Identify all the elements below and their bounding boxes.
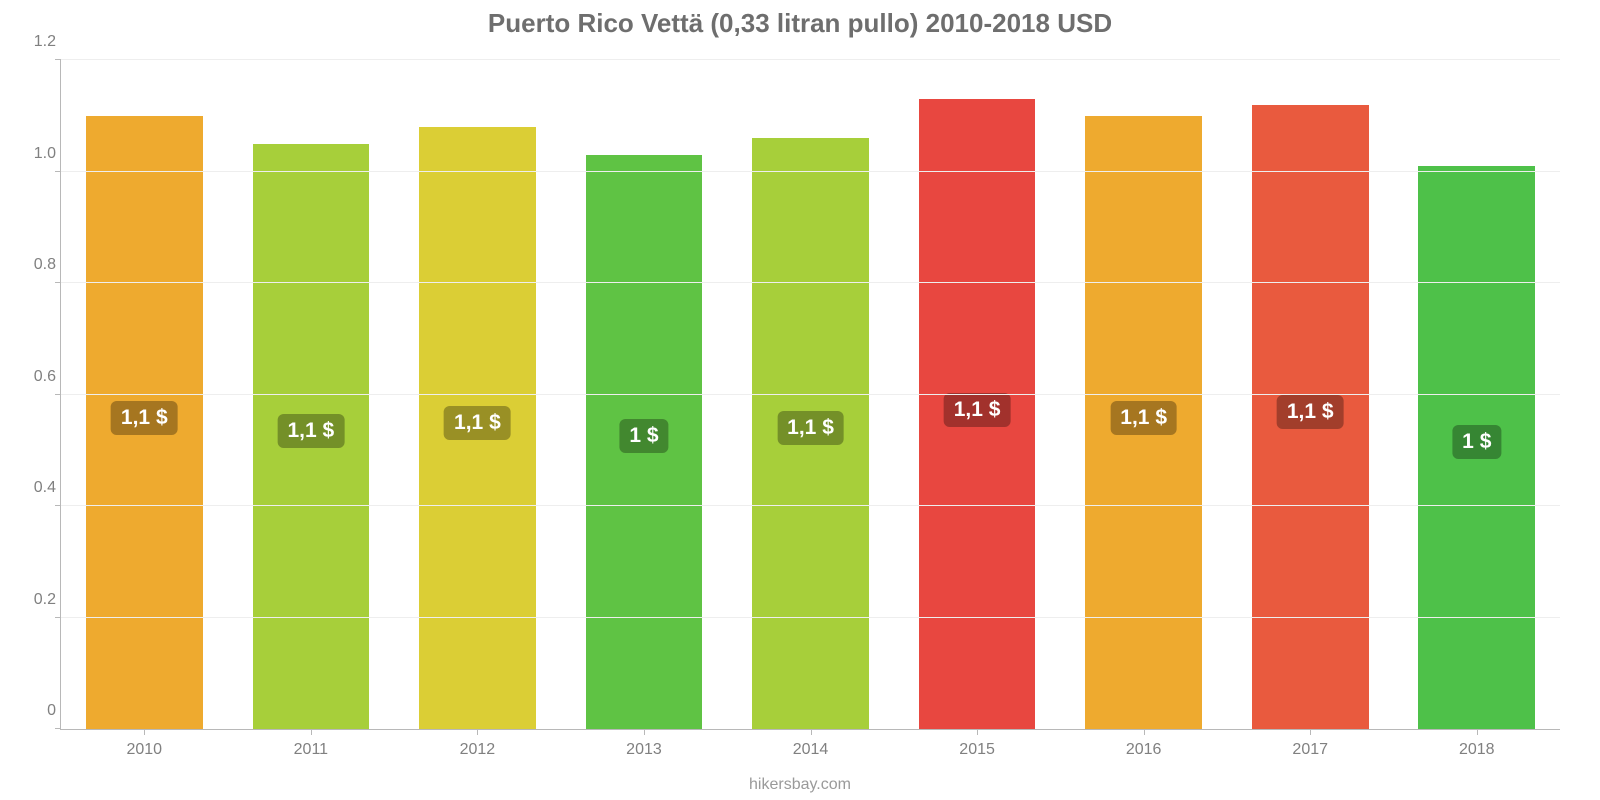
bar: 1,1 $ (419, 127, 536, 729)
bar-value-label: 1,1 $ (277, 414, 344, 448)
x-tick-label: 2011 (294, 741, 328, 759)
bar-value-label: 1,1 $ (111, 401, 178, 435)
bar-value-label: 1,1 $ (1277, 395, 1344, 429)
y-tick-label: 0.4 (16, 479, 56, 497)
y-tick-mark (55, 282, 61, 283)
y-tick-mark (55, 505, 61, 506)
bar-slot: 1,1 $2016 (1060, 60, 1227, 729)
bar-value-label: 1,1 $ (944, 393, 1011, 427)
plot-area: 1,1 $20101,1 $20111,1 $20121 $20131,1 $2… (60, 60, 1560, 730)
bar-value-label: 1 $ (619, 419, 668, 453)
x-tick-mark (644, 729, 645, 735)
bar: 1,1 $ (86, 116, 203, 729)
x-tick-label: 2016 (1126, 741, 1162, 759)
x-tick-mark (977, 729, 978, 735)
x-tick-mark (477, 729, 478, 735)
bar-value-label: 1,1 $ (444, 406, 511, 440)
y-tick-label: 0.6 (16, 368, 56, 386)
x-tick-mark (811, 729, 812, 735)
y-tick-label: 1.0 (16, 145, 56, 163)
gridline (61, 505, 1560, 506)
bar: 1,1 $ (752, 138, 869, 729)
chart-title: Puerto Rico Vettä (0,33 litran pullo) 20… (0, 8, 1600, 39)
x-tick-label: 2015 (959, 741, 995, 759)
bar-value-label: 1,1 $ (777, 411, 844, 445)
x-tick-mark (1144, 729, 1145, 735)
bar-slot: 1,1 $2011 (228, 60, 395, 729)
x-tick-label: 2010 (126, 741, 162, 759)
y-tick-mark (55, 59, 61, 60)
bar: 1,1 $ (1085, 116, 1202, 729)
gridline (61, 282, 1560, 283)
y-tick-label: 0.2 (16, 591, 56, 609)
bar: 1 $ (586, 155, 703, 729)
y-tick-mark (55, 617, 61, 618)
bar-chart: Puerto Rico Vettä (0,33 litran pullo) 20… (0, 0, 1600, 800)
x-tick-label: 2012 (460, 741, 496, 759)
gridline (61, 394, 1560, 395)
bar: 1,1 $ (1252, 105, 1369, 729)
chart-caption: hikersbay.com (0, 776, 1600, 794)
bar: 1,1 $ (919, 99, 1036, 729)
bars-container: 1,1 $20101,1 $20111,1 $20121 $20131,1 $2… (61, 60, 1560, 729)
bar-slot: 1,1 $2010 (61, 60, 228, 729)
bar-value-label: 1 $ (1452, 425, 1501, 459)
x-tick-mark (1477, 729, 1478, 735)
bar-slot: 1,1 $2015 (894, 60, 1061, 729)
bar-value-label: 1,1 $ (1110, 401, 1177, 435)
bar: 1 $ (1418, 166, 1535, 729)
y-tick-label: 0.8 (16, 256, 56, 274)
bar-slot: 1,1 $2017 (1227, 60, 1394, 729)
bar-slot: 1,1 $2012 (394, 60, 561, 729)
x-tick-label: 2018 (1459, 741, 1495, 759)
x-tick-mark (311, 729, 312, 735)
gridline (61, 617, 1560, 618)
bar-slot: 1,1 $2014 (727, 60, 894, 729)
gridline (61, 59, 1560, 60)
x-tick-label: 2014 (793, 741, 829, 759)
y-tick-mark (55, 171, 61, 172)
x-tick-label: 2017 (1292, 741, 1328, 759)
x-tick-mark (144, 729, 145, 735)
y-tick-mark (55, 394, 61, 395)
y-tick-label: 1.2 (16, 33, 56, 51)
bar: 1,1 $ (253, 144, 370, 729)
gridline (61, 171, 1560, 172)
y-tick-mark (55, 728, 61, 729)
x-tick-mark (1310, 729, 1311, 735)
bar-slot: 1 $2018 (1394, 60, 1561, 729)
bar-slot: 1 $2013 (561, 60, 728, 729)
y-tick-label: 0 (16, 702, 56, 720)
x-tick-label: 2013 (626, 741, 662, 759)
